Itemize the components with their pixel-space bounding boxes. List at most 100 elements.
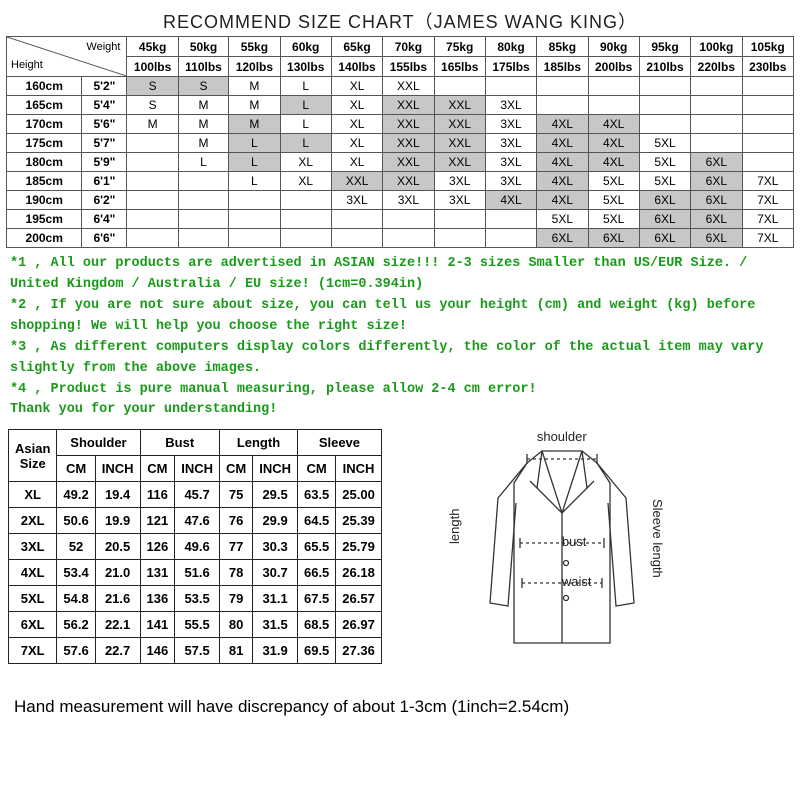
size-cell xyxy=(280,210,331,229)
measure-cell: 80 xyxy=(219,612,252,638)
measure-cell: 121 xyxy=(140,508,175,534)
measure-cell: 68.5 xyxy=(297,612,335,638)
size-cell: XL xyxy=(280,172,331,191)
size-cell xyxy=(331,210,382,229)
measure-cell: 49.2 xyxy=(57,482,95,508)
measure-cell: 26.18 xyxy=(336,560,382,586)
weight-kg-header: 75kg xyxy=(434,37,485,57)
size-cell xyxy=(742,77,794,96)
measure-header: Shoulder xyxy=(57,430,140,456)
size-cell xyxy=(127,229,178,248)
size-cell: 3XL xyxy=(485,115,536,134)
height-cm: 170cm xyxy=(7,115,82,134)
measure-cell: 67.5 xyxy=(297,586,335,612)
size-cell: L xyxy=(280,115,331,134)
unit-header: INCH xyxy=(95,456,140,482)
height-ft: 6'2" xyxy=(82,191,127,210)
weight-kg-header: 55kg xyxy=(229,37,280,57)
asian-size-header: AsianSize xyxy=(9,430,57,482)
size-cell: 4XL xyxy=(537,134,588,153)
jacket-diagram: shoulder bust waist length Sleeve length xyxy=(392,429,792,689)
size-cell xyxy=(485,229,536,248)
weight-lbs-header: 155lbs xyxy=(383,57,434,77)
size-cell: S xyxy=(127,96,178,115)
size-cell: XXL xyxy=(383,115,434,134)
unit-header: CM xyxy=(140,456,175,482)
size-cell: M xyxy=(178,134,228,153)
size-cell: 6XL xyxy=(691,153,742,172)
size-cell: L xyxy=(229,134,280,153)
size-cell: 5XL xyxy=(588,210,639,229)
unit-header: CM xyxy=(219,456,252,482)
size-cell xyxy=(280,191,331,210)
size-cell: 5XL xyxy=(537,210,588,229)
unit-header: INCH xyxy=(336,456,382,482)
weight-lbs-header: 140lbs xyxy=(331,57,382,77)
size-cell: 3XL xyxy=(485,134,536,153)
size-cell: XXL xyxy=(383,77,434,96)
size-cell xyxy=(383,229,434,248)
size-cell: XXL xyxy=(434,115,485,134)
size-cell xyxy=(178,172,228,191)
measure-cell: 25.39 xyxy=(336,508,382,534)
height-cm: 190cm xyxy=(7,191,82,210)
size-cell: 6XL xyxy=(691,172,742,191)
size-cell: 4XL xyxy=(588,115,639,134)
size-cell: 5XL xyxy=(639,153,690,172)
size-cell: 6XL xyxy=(588,229,639,248)
size-cell: 7XL xyxy=(742,229,794,248)
measure-cell: 69.5 xyxy=(297,638,335,664)
size-cell xyxy=(229,229,280,248)
size-cell: 6XL xyxy=(691,191,742,210)
measure-cell: 25.79 xyxy=(336,534,382,560)
note-line: *4 , Product is pure manual measuring, p… xyxy=(10,380,790,401)
size-label: 5XL xyxy=(9,586,57,612)
size-label: 2XL xyxy=(9,508,57,534)
weight-lbs-header: 130lbs xyxy=(280,57,331,77)
size-cell: XL xyxy=(331,134,382,153)
size-recommend-table: WeightHeight45kg50kg55kg60kg65kg70kg75kg… xyxy=(6,36,794,248)
height-ft: 5'7" xyxy=(82,134,127,153)
size-cell: L xyxy=(229,172,280,191)
weight-lbs-header: 200lbs xyxy=(588,57,639,77)
size-cell xyxy=(691,96,742,115)
size-cell: XXL xyxy=(383,134,434,153)
size-cell xyxy=(127,153,178,172)
measure-cell: 76 xyxy=(219,508,252,534)
measure-cell: 26.57 xyxy=(336,586,382,612)
weight-kg-header: 95kg xyxy=(639,37,690,57)
size-cell xyxy=(434,229,485,248)
size-label: 3XL xyxy=(9,534,57,560)
size-cell: XXL xyxy=(383,96,434,115)
size-cell: 6XL xyxy=(691,210,742,229)
weight-kg-header: 80kg xyxy=(485,37,536,57)
size-cell: 4XL xyxy=(588,134,639,153)
size-label: 6XL xyxy=(9,612,57,638)
note-line: *1 , All our products are advertised in … xyxy=(10,254,790,296)
measure-cell: 53.5 xyxy=(175,586,220,612)
size-cell: L xyxy=(280,77,331,96)
label-shoulder: shoulder xyxy=(537,429,587,444)
size-cell: XL xyxy=(280,153,331,172)
measure-cell: 64.5 xyxy=(297,508,335,534)
measure-cell: 146 xyxy=(140,638,175,664)
size-cell: 4XL xyxy=(537,153,588,172)
weight-kg-header: 85kg xyxy=(537,37,588,57)
weight-kg-header: 90kg xyxy=(588,37,639,57)
measure-cell: 51.6 xyxy=(175,560,220,586)
measure-cell: 79 xyxy=(219,586,252,612)
size-cell xyxy=(229,210,280,229)
size-cell xyxy=(383,210,434,229)
size-cell xyxy=(178,191,228,210)
measure-cell: 131 xyxy=(140,560,175,586)
measure-cell: 55.5 xyxy=(175,612,220,638)
size-cell: 7XL xyxy=(742,210,794,229)
size-cell: 4XL xyxy=(588,153,639,172)
height-ft: 6'1" xyxy=(82,172,127,191)
measure-cell: 53.4 xyxy=(57,560,95,586)
measure-cell: 31.1 xyxy=(253,586,298,612)
label-length: length xyxy=(447,509,462,544)
size-cell: 4XL xyxy=(537,115,588,134)
size-cell: XL xyxy=(331,96,382,115)
size-cell: 3XL xyxy=(383,191,434,210)
